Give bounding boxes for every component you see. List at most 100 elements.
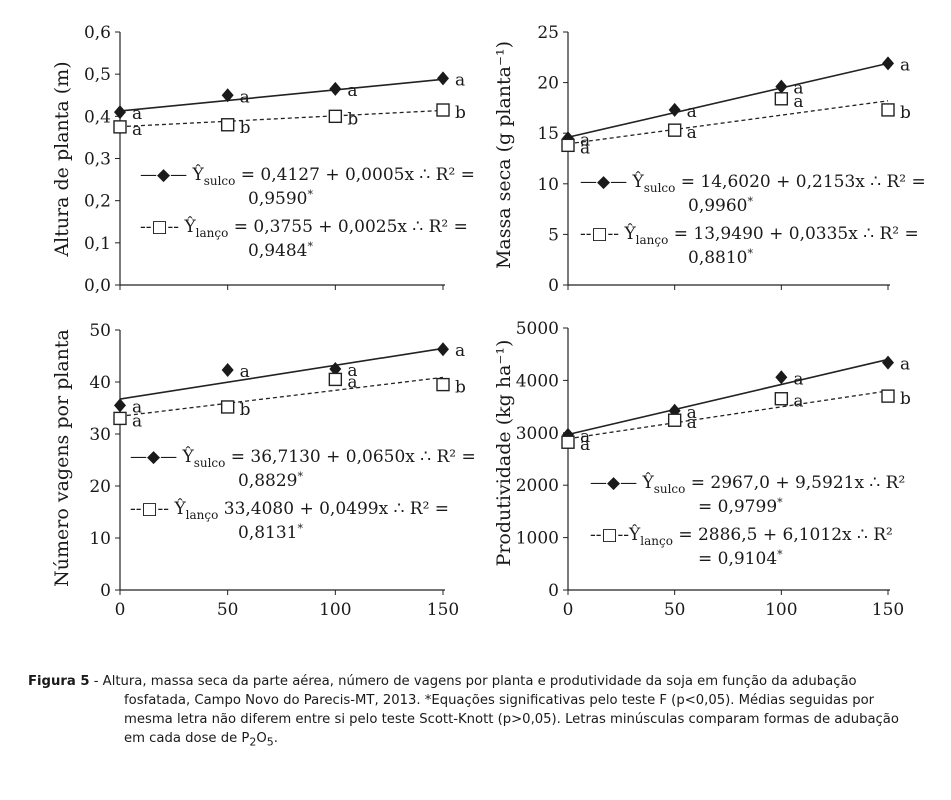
caption-line-4-text: em cada dose de P [124,731,250,746]
point-letter: a [687,123,697,143]
y-tick-label: 0 [548,276,559,296]
point-letter: a [132,120,142,140]
chart-panel-4: 0 1000 2000 3000 4000 5000 0 50 100 150 Produtivid… [493,319,911,620]
point-letter: b [900,103,911,123]
point-sulco [668,102,681,117]
point-letter: a [793,79,803,99]
y-tick-label: 0 [100,581,111,601]
y-tick-label: 20 [537,74,559,94]
caption-sub-5: 5 [266,735,274,749]
point-letter: a [580,138,590,158]
y-axis-title: Altura de planta (m) [51,61,73,257]
point-lanço [220,400,235,414]
point-lanço [113,120,127,134]
point-letter: a [687,403,697,423]
point-letter: a [132,104,142,124]
y-tick-label: 0,2 [84,192,111,212]
point-lanço [774,92,789,106]
point-letter: a [455,70,465,90]
point-letter: a [347,81,357,101]
point-lanço [436,377,450,392]
equation-r2: = 0,9799* [698,496,783,517]
point-sulco [221,88,234,103]
x-tick-label: 0 [563,600,574,620]
point-letter: a [793,392,803,412]
point-letter: a [687,102,697,122]
y-tick-label: 25 [537,23,559,43]
point-letter: a [793,92,803,112]
y-tick-label: 40 [89,373,111,393]
trendline-sulco [567,358,889,436]
trendline-sulco [119,347,444,400]
caption-line-4-o: O [256,731,267,746]
y-tick-label: 15 [537,124,559,144]
point-sulco [775,370,788,385]
point-letter: b [455,378,466,398]
point-sulco [221,363,234,378]
point-letter: b [240,400,251,420]
point-lanço [881,389,895,403]
point-letter: b [240,118,251,138]
equation-r2: 0,9484* [248,240,313,261]
y-tick-label: 10 [537,175,559,195]
point-letter: a [132,411,142,431]
point-letter: a [580,130,590,150]
x-tick-label: 50 [664,600,686,620]
point-lanço [328,372,343,387]
trendline-lanço [567,100,889,145]
equation-sulco: —◆— Ŷsulco = 36,7130 + 0,0650x ∴ R² = [130,446,476,470]
point-letter: a [580,427,590,447]
caption-line-2: fosfatada, Campo Novo do Parecis-MT, 201… [124,693,875,708]
y-tick-label: 4000 [516,371,559,391]
point-sulco [437,71,449,86]
chart-panel-1: 0,0 0,1 0,2 0,3 0,4 0,5 0,6 Altura de planta (m… [51,23,475,296]
point-letter: a [240,362,250,382]
caption-line-4-end: . [273,731,278,746]
figure-panels: 0,0 0,1 0,2 0,3 0,4 0,5 0,6 Altura de planta (m… [51,23,926,620]
point-letter: b [347,109,358,129]
point-sulco [437,342,449,357]
equation-sulco: —◆— Ŷsulco = 2967,0 + 9,5921x ∴ R² [590,472,905,496]
y-axis-title: Número vagens por planta [51,329,73,587]
figure-caption: Figura 5 - Altura, massa seca da parte a… [28,672,933,752]
x-tick-label: 150 [427,600,459,620]
x-tick-label: 0 [115,600,126,620]
point-lanço [667,123,682,137]
point-letter: a [240,87,250,107]
point-lanço [561,435,575,449]
y-tick-label: 0,3 [84,150,111,170]
y-tick-label: 1000 [516,529,559,549]
point-letter: a [793,369,803,389]
equation-lanco: --□-- Ŷlanço = 13,9490 + 0,0335x ∴ R² = [580,223,919,247]
point-sulco [114,105,126,120]
x-tick-label: 100 [319,600,351,620]
equation-lanco: --□--Ŷlanço = 2886,5 + 6,1012x ∴ R² [590,524,893,548]
point-lanço [328,109,343,124]
point-letter: a [580,435,590,455]
x-tick-label: 100 [765,600,797,620]
y-axis-title: Produtividade (kg ha⁻¹) [493,340,515,567]
y-tick-label: 0,1 [84,234,111,254]
caption-sub-2: 2 [249,735,257,749]
point-letter: a [132,397,142,417]
point-letter: a [347,361,357,381]
point-sulco [329,81,342,96]
y-tick-label: 0,5 [84,65,111,85]
y-tick-label: 30 [89,425,111,445]
x-tick-label: 150 [872,600,904,620]
point-lanço [220,118,235,132]
point-lanço [881,103,895,117]
point-letter: a [687,413,697,433]
caption-line-1: - Altura, massa seca da parte aérea, núm… [89,674,857,689]
x-tick-label: 50 [217,600,239,620]
point-sulco [882,56,894,71]
equation-r2: = 0,9104* [698,548,783,569]
equation-sulco: —◆— Ŷsulco = 14,6020 + 0,2153x ∴ R² = [580,171,926,195]
point-letter: a [455,341,465,361]
point-lanço [561,138,575,153]
y-tick-label: 2000 [516,476,559,496]
point-sulco [775,79,788,94]
y-tick-label: 5 [548,225,559,245]
point-letter: a [347,372,357,392]
point-letter: b [900,389,911,409]
